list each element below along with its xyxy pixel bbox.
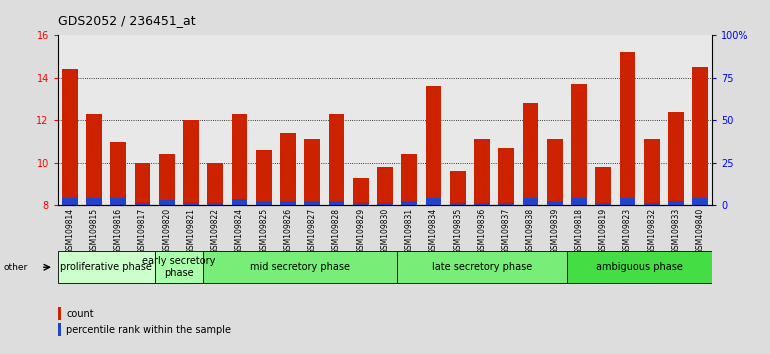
Bar xyxy=(203,251,397,283)
Bar xyxy=(280,133,296,205)
Bar xyxy=(58,251,155,283)
Bar xyxy=(353,203,369,205)
Bar xyxy=(353,178,369,205)
Bar xyxy=(324,35,349,205)
Text: early secretory
phase: early secretory phase xyxy=(142,256,216,278)
Text: other: other xyxy=(4,263,28,272)
Bar xyxy=(256,201,272,205)
Text: late secretory phase: late secretory phase xyxy=(432,262,532,272)
Bar xyxy=(159,200,175,205)
Bar xyxy=(329,114,344,205)
Bar xyxy=(58,323,62,336)
Bar xyxy=(256,150,272,205)
Bar xyxy=(155,35,179,205)
Bar xyxy=(377,167,393,205)
Bar xyxy=(373,35,397,205)
Bar xyxy=(523,198,538,205)
Bar xyxy=(397,35,421,205)
Bar xyxy=(252,35,276,205)
Bar xyxy=(567,35,591,205)
Bar xyxy=(135,163,150,205)
Bar xyxy=(183,203,199,205)
Bar xyxy=(498,148,514,205)
Bar xyxy=(692,67,708,205)
Bar xyxy=(179,35,203,205)
Bar xyxy=(426,86,441,205)
Bar xyxy=(232,199,247,205)
Bar xyxy=(615,35,640,205)
Bar xyxy=(668,201,684,205)
Bar xyxy=(688,35,712,205)
Bar xyxy=(595,167,611,205)
Bar xyxy=(543,35,567,205)
Bar xyxy=(421,35,446,205)
Bar xyxy=(640,35,664,205)
Bar xyxy=(227,35,252,205)
Bar xyxy=(620,198,635,205)
Bar xyxy=(207,163,223,205)
Bar xyxy=(304,139,320,205)
Bar xyxy=(426,198,441,205)
Bar xyxy=(450,171,466,205)
Bar xyxy=(523,103,538,205)
Bar xyxy=(207,203,223,205)
Bar xyxy=(276,35,300,205)
Bar xyxy=(547,139,563,205)
Bar xyxy=(595,203,611,205)
Bar xyxy=(135,203,150,205)
Bar xyxy=(300,35,324,205)
Bar xyxy=(58,35,82,205)
Bar xyxy=(644,139,660,205)
Bar xyxy=(668,112,684,205)
Text: count: count xyxy=(66,309,94,319)
Bar xyxy=(446,35,470,205)
Bar xyxy=(377,203,393,205)
Text: GDS2052 / 236451_at: GDS2052 / 236451_at xyxy=(58,14,196,27)
Bar xyxy=(547,201,563,205)
Bar xyxy=(644,203,660,205)
Bar xyxy=(401,201,417,205)
Bar xyxy=(571,84,587,205)
Bar xyxy=(474,203,490,205)
Bar xyxy=(304,201,320,205)
Bar xyxy=(664,35,688,205)
Text: proliferative phase: proliferative phase xyxy=(60,262,152,272)
Bar xyxy=(498,203,514,205)
Bar xyxy=(620,52,635,205)
Bar xyxy=(692,198,708,205)
Bar xyxy=(155,251,203,283)
Bar xyxy=(82,35,106,205)
Bar xyxy=(567,251,712,283)
Bar xyxy=(62,69,78,205)
Bar xyxy=(518,35,543,205)
Bar xyxy=(110,142,126,205)
Bar xyxy=(130,35,155,205)
Bar xyxy=(450,203,466,205)
Bar xyxy=(86,114,102,205)
Bar xyxy=(110,198,126,205)
Bar xyxy=(159,154,175,205)
Bar xyxy=(329,201,344,205)
Bar xyxy=(494,35,518,205)
Text: mid secretory phase: mid secretory phase xyxy=(250,262,350,272)
Bar xyxy=(203,35,227,205)
Bar xyxy=(232,114,247,205)
Bar xyxy=(470,35,494,205)
Bar xyxy=(62,198,78,205)
Bar xyxy=(183,120,199,205)
Bar xyxy=(58,307,62,320)
Bar xyxy=(397,251,567,283)
Bar xyxy=(571,198,587,205)
Bar xyxy=(474,139,490,205)
Bar xyxy=(86,198,102,205)
Bar xyxy=(591,35,615,205)
Bar xyxy=(401,154,417,205)
Text: ambiguous phase: ambiguous phase xyxy=(596,262,683,272)
Bar xyxy=(280,201,296,205)
Bar xyxy=(349,35,373,205)
Bar xyxy=(106,35,130,205)
Text: percentile rank within the sample: percentile rank within the sample xyxy=(66,325,231,335)
